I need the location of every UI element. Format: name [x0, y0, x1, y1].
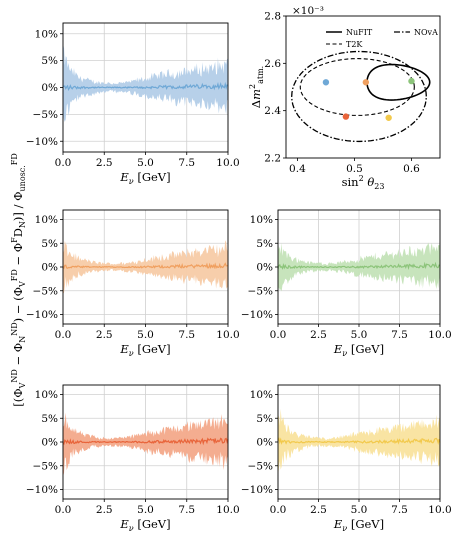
- y-tick-label: 0%: [256, 437, 273, 449]
- y-tick-label: 0%: [256, 262, 273, 274]
- central-line: [277, 261, 441, 271]
- y-tick-label: −5%: [248, 460, 273, 472]
- y-tick-label: −10%: [26, 484, 58, 496]
- panel-yellow: 0.0 2.5 5.0 7.5 10.0 10% 5% 0% −5% −10% Eν [GeV]: [241, 384, 452, 533]
- central-line: [62, 81, 229, 91]
- y-tick-label: −5%: [248, 285, 273, 297]
- y-tick-label: −5%: [33, 460, 58, 472]
- panel-blue: 0.0 2.5 5.0 7.5 10.0 10% 5% 0% −5% −10% Eν [GeV]: [26, 22, 240, 186]
- y-tick-label: 10%: [250, 214, 273, 226]
- x-tick-label: 5.0: [351, 504, 368, 516]
- uncertainty-band: [278, 239, 440, 292]
- x-tick-label: 5.0: [137, 329, 154, 341]
- y-tick-label: −10%: [241, 484, 273, 496]
- uncertainty-band: [63, 412, 228, 475]
- x-tick-label: 2.5: [96, 329, 113, 341]
- nova-contour: [291, 50, 427, 143]
- x-tick-label: 0.0: [55, 329, 72, 341]
- nufit-contour: [366, 63, 431, 101]
- x-tick-label: 0.4: [289, 163, 306, 175]
- axes-frame: [285, 15, 441, 159]
- x-tick-label: 10.0: [428, 504, 451, 516]
- y-tick-label: 10%: [35, 389, 58, 401]
- x-tick-label: 2.5: [96, 504, 113, 516]
- legend-nova-label: NOvA: [414, 28, 438, 37]
- x-axis-label: Eν [GeV]: [333, 342, 384, 358]
- axes-frame: [62, 209, 229, 325]
- x-tick-label: 5.0: [137, 504, 154, 516]
- x-tick-label: 7.5: [391, 329, 408, 341]
- axes-frame: [62, 22, 229, 153]
- x-tick-label: 0.5: [346, 163, 363, 175]
- x-tick-label: 5.0: [351, 329, 368, 341]
- x-tick-label: 2.5: [310, 504, 327, 516]
- y-tick-label: 0%: [41, 262, 58, 274]
- x-tick-label: 7.5: [391, 504, 408, 516]
- t2k-contour: [299, 58, 415, 116]
- x-tick-label: 7.5: [178, 157, 195, 169]
- axes-frame: [277, 384, 441, 500]
- y-tick-label: −5%: [33, 109, 58, 121]
- legend-t2k-label: T2K: [346, 40, 363, 49]
- x-tick-label: 0.0: [270, 504, 287, 516]
- x-tick-label: 2.5: [310, 329, 327, 341]
- y-tick-label: 5%: [256, 413, 273, 425]
- y-tick-label: 10%: [35, 214, 58, 226]
- uncertainty-band: [63, 45, 228, 122]
- y-tick-label: −10%: [26, 136, 58, 148]
- x-tick-label: 0.6: [403, 163, 420, 175]
- x-tick-label: 7.5: [178, 329, 195, 341]
- y-tick-label: −5%: [33, 285, 58, 297]
- x-tick-label: 10.0: [216, 157, 239, 169]
- exponent-label: ×10⁻³: [292, 5, 324, 17]
- x-tick-label: 2.5: [96, 157, 113, 169]
- x-axis-label: sin2 θ23: [342, 174, 385, 191]
- y-tick-label: 2.4: [264, 105, 281, 117]
- x-tick-label: 10.0: [216, 329, 239, 341]
- panel-green: 0.0 2.5 5.0 7.5 10.0 10% 5% 0% −5% −10% Eν [GeV]: [241, 209, 452, 358]
- x-tick-label: 0.0: [55, 157, 72, 169]
- y-tick-label: 5%: [41, 55, 58, 67]
- x-tick-label: 7.5: [178, 504, 195, 516]
- y-tick-label: 5%: [256, 238, 273, 250]
- x-tick-label: 0.0: [55, 504, 72, 516]
- panel-contour: 0.4 0.5 0.6 2.8 2.6 2.4 2.2 ×10⁻³ NuFIT T2K NOvA si…: [248, 5, 441, 191]
- y-tick-label: 0%: [41, 437, 58, 449]
- x-axis-label: Eν [GeV]: [333, 517, 384, 533]
- y-tick-label: 10%: [250, 389, 273, 401]
- central-line: [62, 262, 229, 270]
- central-line: [277, 437, 441, 446]
- shared-y-axis-label: [(ΦVND − ΦNND) − (ΦVFD − ΦFDN)] / Φunosc…: [10, 153, 27, 407]
- x-tick-label: 0.0: [270, 329, 287, 341]
- x-axis-label: Eν [GeV]: [119, 342, 170, 358]
- legend-nufit-label: NuFIT: [346, 28, 373, 37]
- x-tick-label: 10.0: [216, 504, 239, 516]
- best-fit-point: [408, 77, 415, 85]
- y-tick-label: 2.6: [264, 58, 281, 70]
- best-fit-point: [362, 79, 370, 86]
- axes-frame: [277, 209, 441, 325]
- y-tick-label: 2.2: [264, 153, 281, 165]
- y-tick-label: 5%: [41, 413, 58, 425]
- panel-orange: 0.0 2.5 5.0 7.5 10.0 10% 5% 0% −5% −10% Eν [GeV]: [26, 209, 240, 358]
- panel-red: 0.0 2.5 5.0 7.5 10.0 10% 5% 0% −5% −10% Eν [GeV]: [26, 384, 240, 533]
- x-tick-label: 10.0: [428, 329, 451, 341]
- y-tick-label: 5%: [41, 238, 58, 250]
- x-tick-label: 5.0: [137, 157, 154, 169]
- x-axis-label: Eν [GeV]: [119, 517, 170, 533]
- y-axis-label: Δm2atm.: [248, 66, 265, 108]
- y-tick-label: −10%: [26, 309, 58, 321]
- best-fit-point: [385, 114, 392, 121]
- central-line: [62, 437, 229, 446]
- axes-frame: [62, 384, 229, 500]
- y-tick-label: 2.8: [264, 11, 281, 23]
- x-axis-label: Eν [GeV]: [119, 170, 170, 186]
- y-tick-label: 10%: [35, 28, 58, 40]
- y-tick-label: 0%: [41, 82, 58, 94]
- y-tick-label: −10%: [241, 309, 273, 321]
- best-fit-point: [322, 79, 330, 86]
- best-fit-point: [342, 113, 350, 120]
